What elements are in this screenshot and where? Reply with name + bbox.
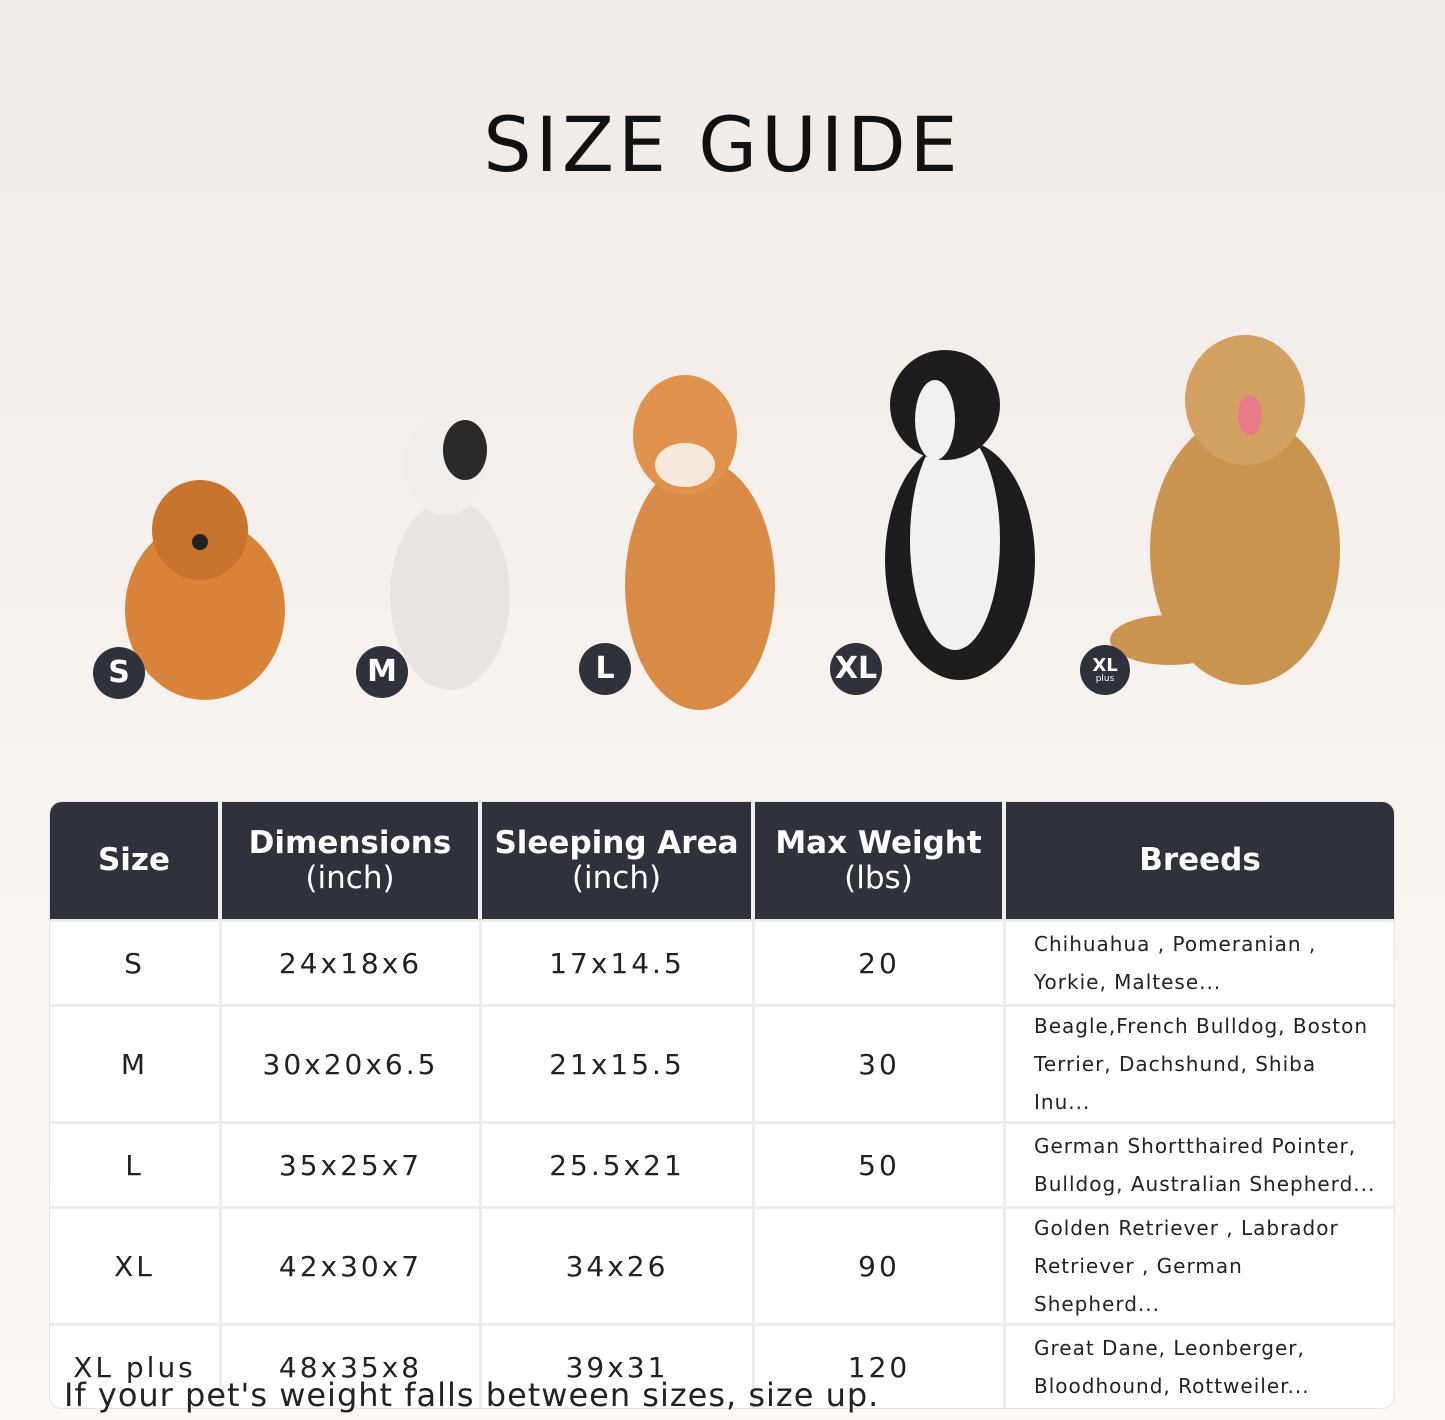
dog-image-medium bbox=[385, 405, 520, 695]
breeds-line: Great Dane, Leonberger, bbox=[1034, 1336, 1305, 1360]
table-row: S 24x18x6 17x14.5 20 Chihuahua , Pomeranian … bbox=[50, 919, 1394, 1004]
badge-sub-label: plus bbox=[1095, 673, 1115, 684]
badge-label: XL bbox=[834, 651, 878, 686]
cell-breeds: Beagle,French Bulldog, Boston Terrier, Da… bbox=[1006, 1004, 1394, 1121]
breeds-line: Yorkie, Maltese... bbox=[1034, 970, 1222, 994]
badge-label: XL bbox=[1092, 654, 1118, 676]
size-badge-xl: XL bbox=[830, 643, 882, 695]
breeds-line: Bloodhound, Rottweiler... bbox=[1034, 1374, 1310, 1398]
breeds-line: Bulldog, Australian Shepherd... bbox=[1034, 1172, 1376, 1196]
badge-label: M bbox=[367, 654, 397, 689]
cell-dimensions: 48x35x8 bbox=[222, 1323, 482, 1408]
header-size: Size bbox=[50, 802, 222, 919]
cell-dimensions: 35x25x7 bbox=[222, 1121, 482, 1206]
header-sleeping-area: Sleeping Area (inch) bbox=[482, 802, 755, 919]
cell-breeds: Great Dane, Leonberger, Bloodhound, Rottw… bbox=[1006, 1323, 1394, 1408]
dog-image-xl bbox=[875, 340, 1045, 690]
cell-size: L bbox=[50, 1121, 222, 1206]
cell-dimensions: 42x30x7 bbox=[222, 1206, 482, 1323]
size-badge-m: M bbox=[356, 646, 408, 698]
cell-max-weight: 30 bbox=[755, 1004, 1006, 1121]
cell-sleeping-area: 25.5x21 bbox=[482, 1121, 755, 1206]
cell-max-weight: 20 bbox=[755, 919, 1006, 1004]
cell-max-weight: 90 bbox=[755, 1206, 1006, 1323]
breeds-line: Golden Retriever , Labrador bbox=[1034, 1216, 1339, 1240]
cell-max-weight: 120 bbox=[755, 1323, 1006, 1408]
breeds-line: Retriever , German Shepherd... bbox=[1034, 1254, 1243, 1316]
cell-size: XL plus bbox=[50, 1323, 222, 1408]
dog-image-small bbox=[120, 460, 305, 700]
badge-label: L bbox=[595, 651, 615, 686]
badge-label: S bbox=[108, 655, 130, 690]
size-badge-s: S bbox=[93, 647, 145, 699]
cell-breeds: Chihuahua , Pomeranian , Yorkie, Maltese.… bbox=[1006, 919, 1394, 1004]
size-note: If your pet's weight falls between sizes… bbox=[64, 1376, 880, 1414]
size-table: Size Dimensions (inch) Sleeping Area (inch… bbox=[50, 802, 1394, 1408]
table-row: M 30x20x6.5 21x15.5 30 Beagle,French Bulldog… bbox=[50, 1004, 1394, 1121]
dog-image-xl-plus bbox=[1110, 320, 1340, 690]
breeds-line: German Shortthaired Pointer, bbox=[1034, 1134, 1357, 1158]
header-max-weight: Max Weight (lbs) bbox=[755, 802, 1006, 919]
cell-breeds: German Shortthaired Pointer, Bulldog, Aus… bbox=[1006, 1121, 1394, 1206]
header-breeds: Breeds bbox=[1006, 802, 1394, 919]
cell-size: S bbox=[50, 919, 222, 1004]
cell-size: M bbox=[50, 1004, 222, 1121]
table-row: XL 42x30x7 34x26 90 Golden Retriever , Labra… bbox=[50, 1206, 1394, 1323]
cell-breeds: Golden Retriever , Labrador Retriever , G… bbox=[1006, 1206, 1394, 1323]
breeds-line: Chihuahua , Pomeranian , bbox=[1034, 932, 1317, 956]
cell-size: XL bbox=[50, 1206, 222, 1323]
cell-sleeping-area: 39x31 bbox=[482, 1323, 755, 1408]
size-badge-xl-plus: XL plus bbox=[1080, 645, 1130, 695]
cell-sleeping-area: 34x26 bbox=[482, 1206, 755, 1323]
breeds-line: Terrier, Dachshund, Shiba Inu... bbox=[1034, 1052, 1317, 1114]
cell-dimensions: 30x20x6.5 bbox=[222, 1004, 482, 1121]
cell-dimensions: 24x18x6 bbox=[222, 919, 482, 1004]
dog-image-large bbox=[615, 355, 785, 715]
table-header-row: Size Dimensions (inch) Sleeping Area (inch… bbox=[50, 802, 1394, 919]
cell-sleeping-area: 21x15.5 bbox=[482, 1004, 755, 1121]
table-row: XL plus 48x35x8 39x31 120 Great Dane, Leonbe… bbox=[50, 1323, 1394, 1408]
breeds-line: Beagle,French Bulldog, Boston bbox=[1034, 1014, 1369, 1038]
page-title: SIZE GUIDE bbox=[483, 100, 962, 189]
header-dimensions: Dimensions (inch) bbox=[222, 802, 482, 919]
size-badge-l: L bbox=[579, 643, 631, 695]
cell-max-weight: 50 bbox=[755, 1121, 1006, 1206]
cell-sleeping-area: 17x14.5 bbox=[482, 919, 755, 1004]
table-row: L 35x25x7 25.5x21 50 German Shortthaired Poi… bbox=[50, 1121, 1394, 1206]
